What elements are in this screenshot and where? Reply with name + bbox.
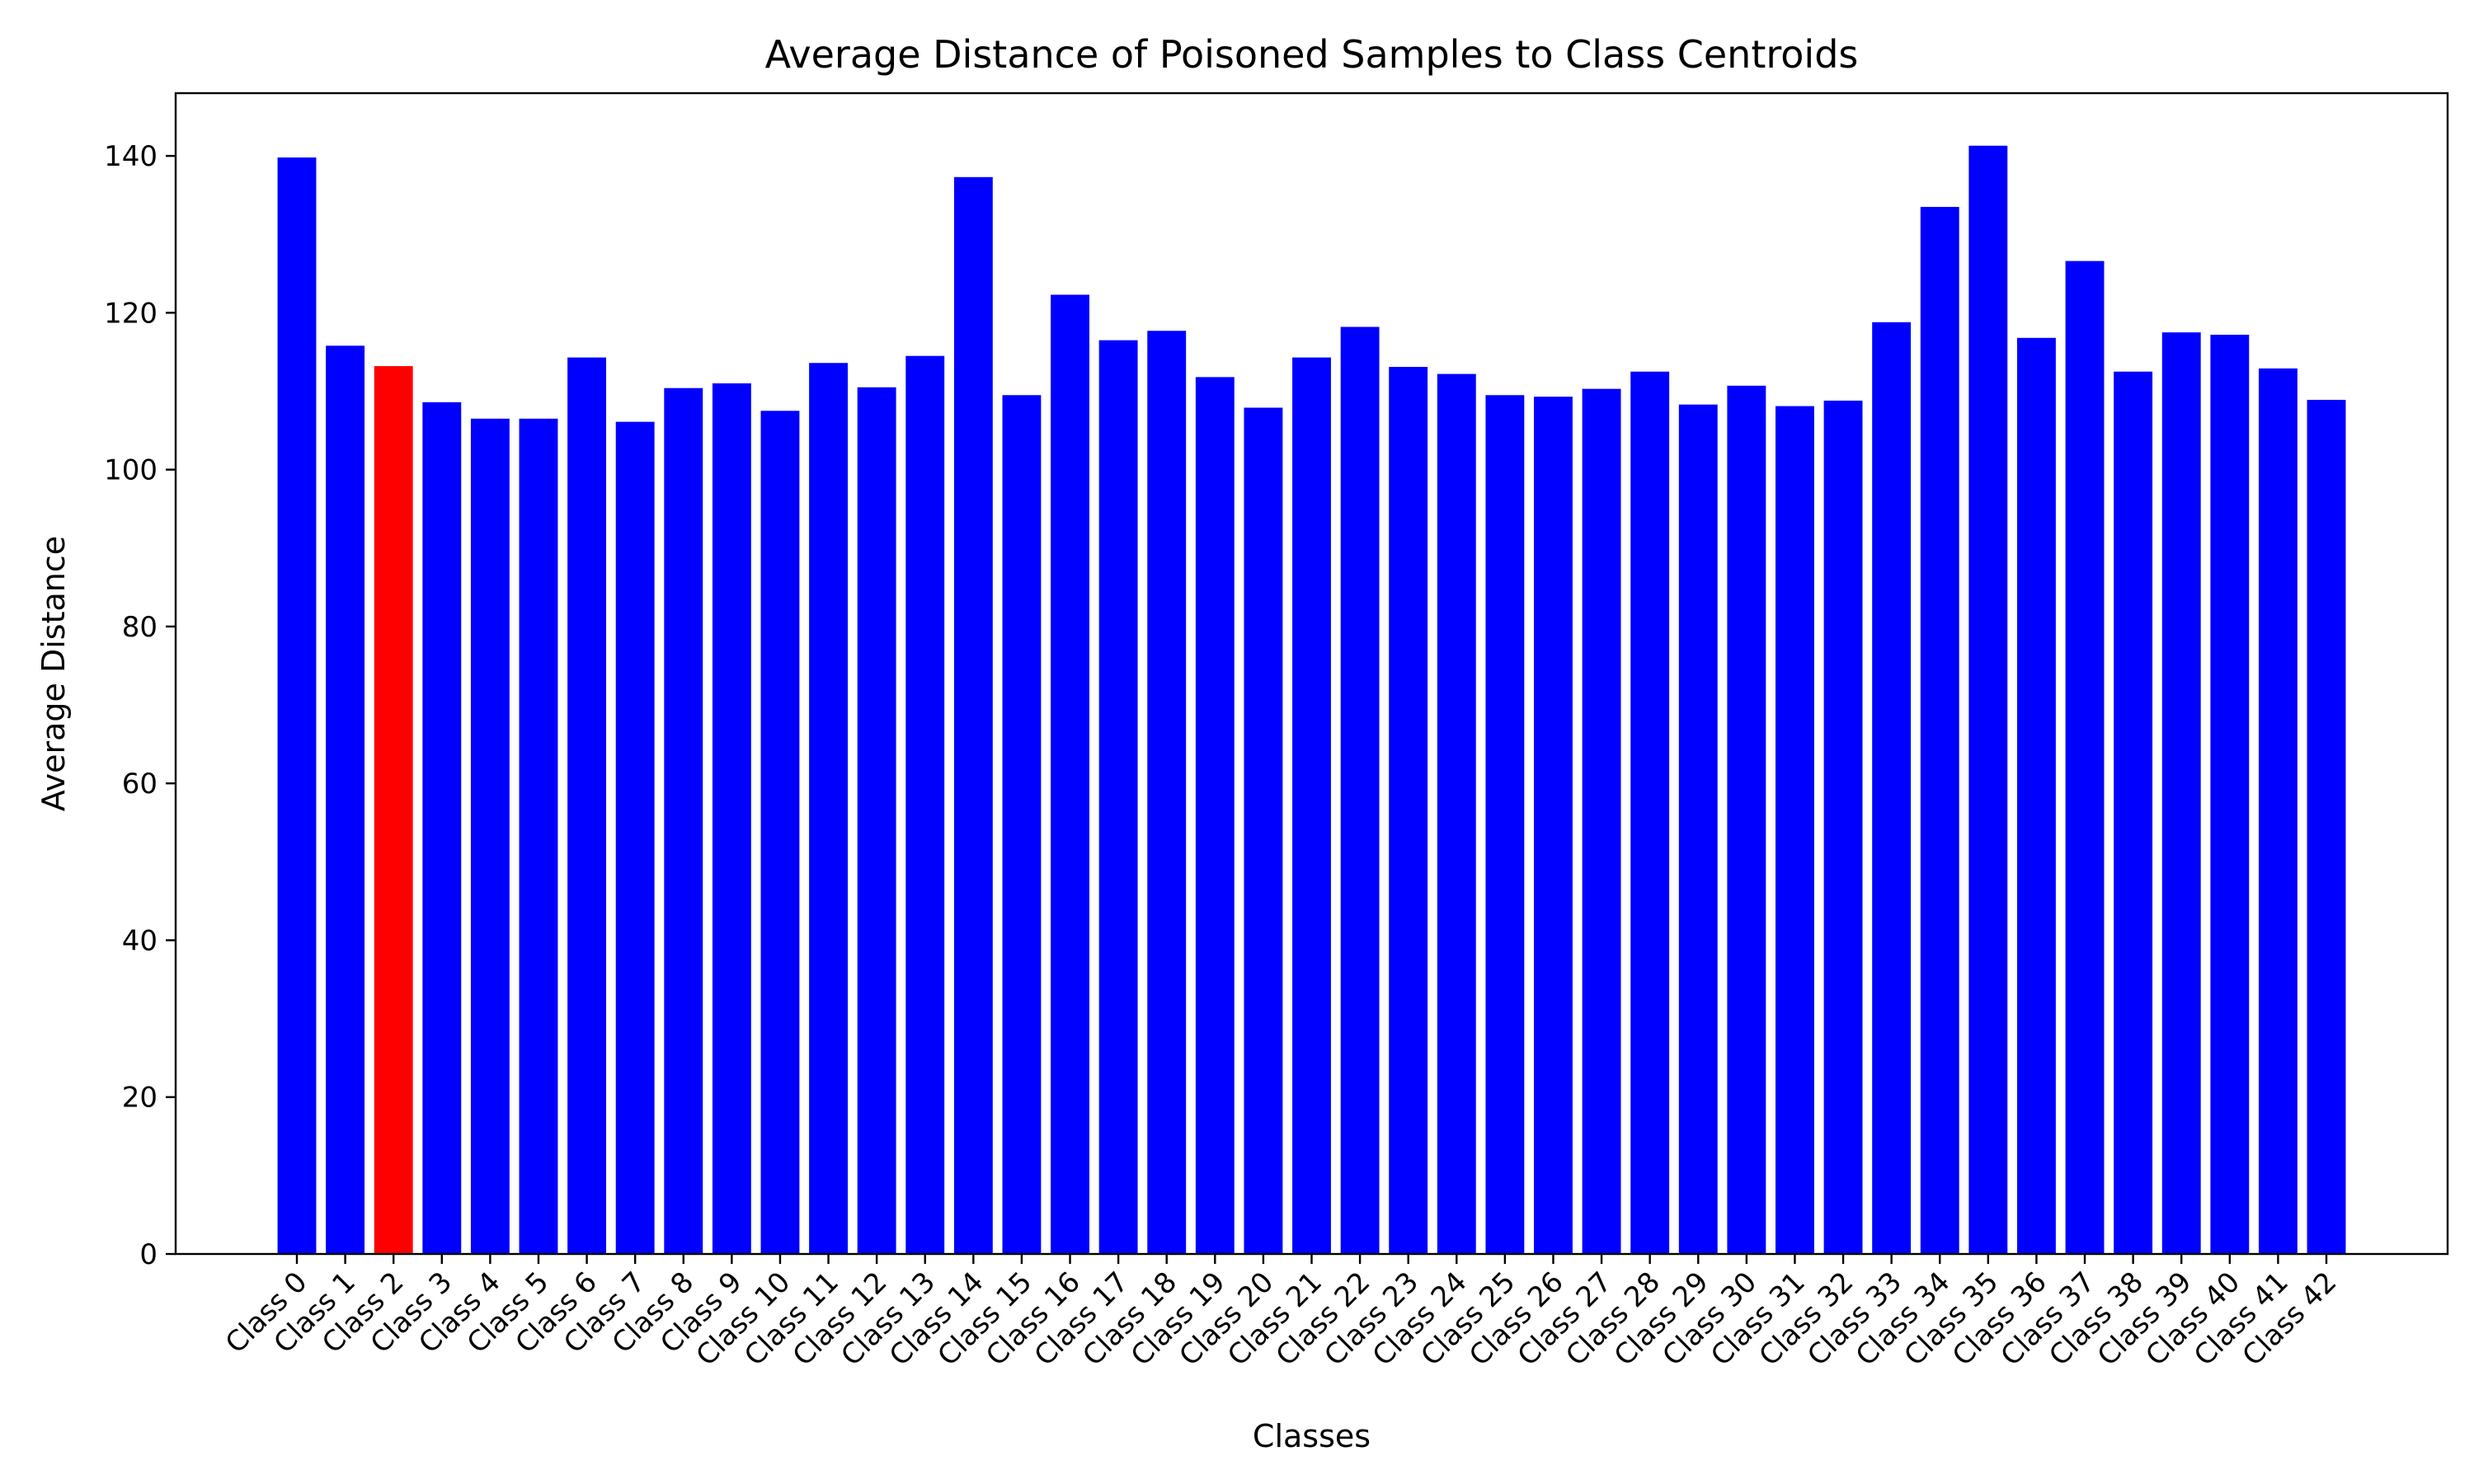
y-axis-label: Average Distance [35,536,72,811]
y-axis: 0 20 40 60 80 100 120 140 [104,140,176,1271]
bar-class-38 [2114,371,2153,1255]
bar-class-35 [1968,145,2008,1255]
bar-class-37 [2065,261,2105,1255]
y-tick-label: 80 [122,611,158,644]
bar-class-8 [664,387,703,1255]
bar-class-39 [2161,332,2201,1254]
bar-class-42 [2307,399,2346,1255]
bar-class-18 [1147,331,1187,1254]
bar-class-15 [1002,395,1042,1254]
bar-class-24 [1437,373,1476,1255]
bar-class-17 [1098,340,1138,1255]
bar-class-12 [857,387,896,1254]
bar-class-34 [1920,206,1959,1255]
bar-class-41 [2258,368,2298,1254]
bar-class-9 [712,383,751,1254]
bar-class-22 [1340,326,1380,1254]
bar-class-30 [1727,385,1766,1255]
bar-class-3 [422,402,462,1255]
bar-class-32 [1823,400,1863,1255]
bar-class-14 [953,176,993,1254]
bar-class-10 [760,411,800,1254]
chart-title: Average Distance of Poisoned Samples to … [765,32,1859,77]
y-tick-label: 60 [122,768,158,801]
bar-class-0 [277,157,317,1254]
bar-class-1 [326,345,365,1255]
bar-class-7 [615,421,655,1254]
bar-class-5 [519,418,558,1254]
bar-class-4 [470,418,510,1254]
y-tick-label: 0 [139,1238,158,1271]
bar-class-26 [1534,397,1573,1254]
bar-class-21 [1292,357,1331,1254]
bar-class-11 [809,363,848,1254]
bar-class-13 [905,355,945,1255]
bars-group [277,145,2346,1255]
y-tick-label: 100 [104,454,158,487]
y-tick-label: 120 [104,297,158,330]
y-tick-label: 140 [104,140,158,173]
bar-class-27 [1582,388,1621,1254]
bar-class-19 [1195,377,1235,1254]
bar-class-28 [1630,371,1670,1255]
bar-class-31 [1776,406,1814,1255]
bar-class-25 [1485,395,1525,1254]
bar-class-20 [1244,407,1283,1254]
y-tick-label: 40 [122,924,158,957]
plot-frame [174,92,2449,1256]
bar-class-16 [1051,294,1089,1254]
bar-class-2 [374,366,413,1254]
bar-class-36 [2016,337,2056,1254]
y-tick-label: 20 [122,1082,158,1115]
x-axis-label: Classes [1253,1418,1371,1454]
bar-class-40 [2210,335,2250,1254]
bar-class-29 [1678,404,1718,1255]
bar-class-6 [567,357,607,1254]
bar-class-23 [1389,367,1428,1254]
bar-class-33 [1872,322,1912,1254]
